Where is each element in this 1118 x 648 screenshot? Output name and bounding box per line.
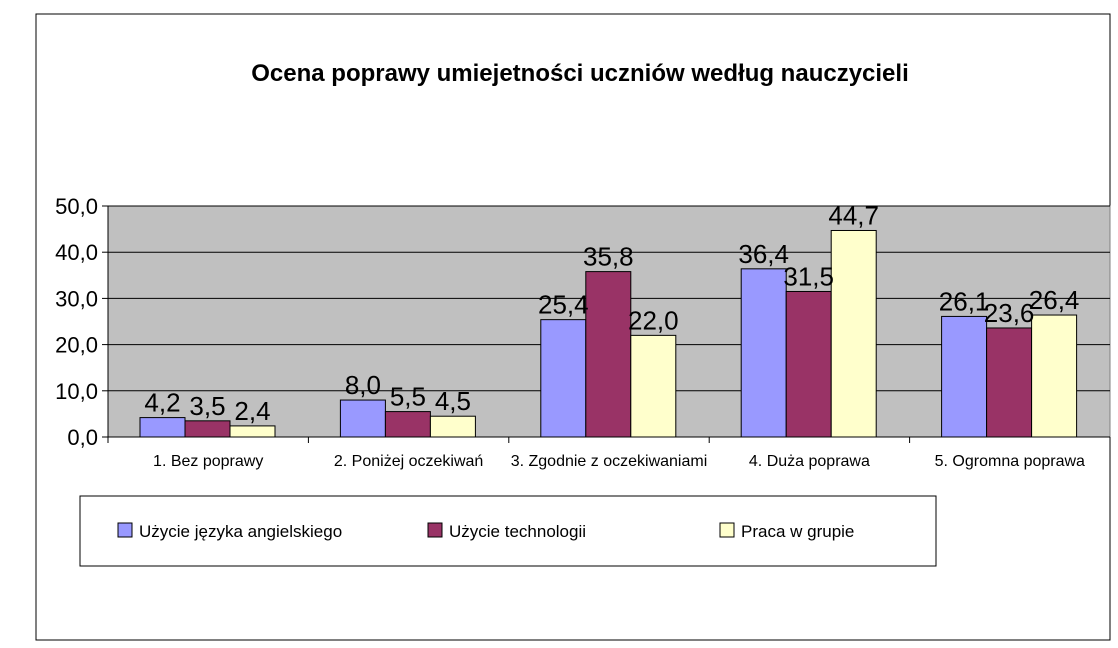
x-tick-label: 3. Zgodnie z oczekiwaniami	[511, 453, 708, 470]
data-label: 4,5	[435, 386, 471, 416]
data-label: 25,4	[538, 290, 589, 320]
legend-swatch	[719, 522, 735, 538]
data-label: 26,4	[1029, 285, 1080, 315]
data-label: 8,0	[345, 370, 381, 400]
legend-label: Praca w grupie	[741, 522, 854, 541]
legend-box	[79, 495, 937, 567]
bar	[540, 319, 587, 438]
legend-swatch	[427, 522, 443, 538]
bar	[986, 327, 1033, 438]
bar	[941, 315, 988, 438]
y-tick-label: 50,0	[55, 194, 98, 219]
y-tick-label: 10,0	[55, 379, 98, 404]
bar	[339, 399, 386, 438]
legend-swatch	[117, 522, 133, 538]
x-tick-label: 5. Ogromna poprawa	[935, 453, 1085, 470]
chart-title: Ocena poprawy umiejetności uczniów wedłu…	[251, 60, 909, 87]
data-label: 22,0	[628, 305, 679, 335]
data-label: 36,4	[738, 239, 789, 269]
data-label: 31,5	[783, 261, 834, 291]
legend-label: Użycie technologii	[449, 522, 586, 541]
bar	[740, 268, 787, 438]
y-tick-label: 20,0	[55, 333, 98, 358]
data-label: 3,5	[189, 391, 225, 421]
bar	[229, 425, 276, 438]
y-tick-label: 40,0	[55, 240, 98, 265]
data-label: 35,8	[583, 242, 634, 272]
x-tick-label: 1. Bez poprawy	[153, 453, 263, 470]
y-tick-label: 30,0	[55, 286, 98, 311]
bar	[139, 417, 186, 438]
x-tick-label: 2. Poniżej oczekiwań	[334, 453, 483, 470]
bar	[184, 420, 231, 438]
bar	[1031, 314, 1078, 438]
bar	[429, 415, 476, 438]
data-label: 5,5	[390, 382, 426, 412]
bar	[785, 290, 832, 438]
data-label: 2,4	[234, 396, 270, 426]
y-tick-label: 0,0	[67, 425, 98, 450]
data-label: 44,7	[828, 200, 879, 230]
data-label: 23,6	[984, 298, 1035, 328]
bar	[630, 334, 677, 438]
data-label: 26,1	[939, 286, 990, 316]
x-tick-label: 4. Duża poprawa	[749, 453, 870, 470]
bar	[830, 229, 877, 438]
data-label: 4,2	[144, 388, 180, 418]
bar	[384, 411, 431, 438]
legend-label: Użycie języka angielskiego	[139, 522, 342, 541]
bar	[585, 271, 632, 438]
